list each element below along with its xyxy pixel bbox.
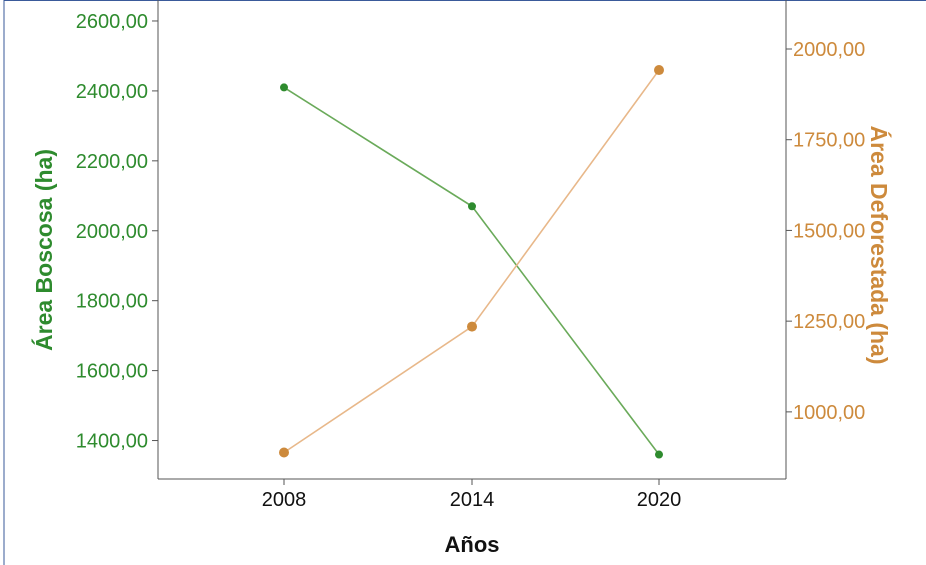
right-tick-label: 1250,00 xyxy=(793,311,865,333)
x-tick-label: 2008 xyxy=(262,489,307,511)
left-axis-ticks: 1400,00 1600,00 1800,00 2000,00 2200,00 2400,… xyxy=(76,11,158,453)
x-tick-label: 2020 xyxy=(637,489,682,511)
left-tick-label: 2600,00 xyxy=(76,11,148,33)
data-point-area-deforestada xyxy=(654,65,664,76)
left-tick-label: 1600,00 xyxy=(76,361,148,383)
y-right-axis-title: Área Deforestada (ha) xyxy=(866,125,893,364)
left-tick-label: 1400,00 xyxy=(76,431,148,453)
left-tick-label: 2400,00 xyxy=(76,81,148,103)
right-tick-label: 2000,00 xyxy=(793,39,865,61)
data-point-area-boscosa xyxy=(280,83,288,92)
data-point-area-boscosa xyxy=(468,202,476,211)
left-tick-label: 2200,00 xyxy=(76,151,148,173)
series-layer xyxy=(279,65,664,459)
right-tick-label: 1500,00 xyxy=(793,220,865,242)
data-point-area-deforestada xyxy=(279,447,289,458)
right-axis-ticks: 1000,00 1250,00 1500,00 1750,00 2000,00 xyxy=(786,39,865,424)
data-point-area-deforestada xyxy=(467,321,477,332)
left-tick-label: 1800,00 xyxy=(76,291,148,313)
x-tick-label: 2014 xyxy=(450,489,495,511)
right-tick-label: 1750,00 xyxy=(793,130,865,152)
y-left-axis-title: Área Boscosa (ha) xyxy=(30,149,57,351)
series-line-area-deforestada xyxy=(283,69,660,454)
x-axis-title: Años xyxy=(445,532,500,557)
right-tick-label: 1000,00 xyxy=(793,402,865,424)
x-axis-ticks: 2008 2014 2020 xyxy=(262,479,682,511)
left-tick-label: 2000,00 xyxy=(76,221,148,243)
series-line-area-boscosa xyxy=(283,86,660,456)
data-point-area-boscosa xyxy=(655,450,663,459)
